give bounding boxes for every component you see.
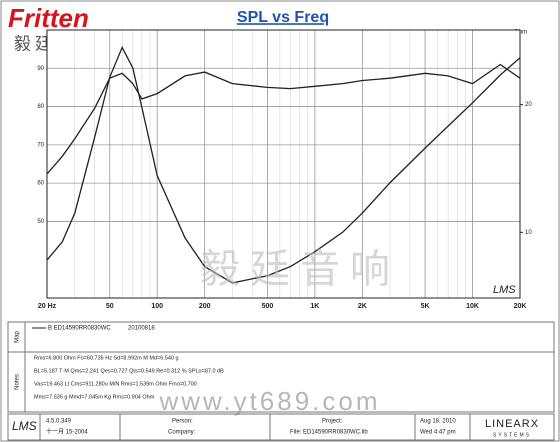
footer-vendor-sub: SYSTEMS <box>493 432 531 438</box>
footer-company: Company: <box>168 430 196 436</box>
plot-brand: LMS <box>493 284 516 296</box>
note-line: Mms=7.535 g Mmd=7.045m Kg Rms=0.904 Ohm <box>34 394 155 400</box>
note-line: BL=5.187 T·M Qms=2.241 Qes=0.727 Qts=0.5… <box>34 368 224 374</box>
side-label: Map <box>15 331 21 343</box>
watermark-chinese: 毅廷音响 <box>200 248 400 292</box>
plot-frame <box>46 29 521 299</box>
legend-date: 20100818 <box>128 326 155 332</box>
series-line <box>46 63 521 175</box>
footer-date2: Aug 18, 2010 <box>420 419 456 425</box>
notes-box <box>7 351 555 413</box>
footer-project: Project: <box>322 419 343 425</box>
y-tick-label: 90 <box>37 66 44 72</box>
x-tick-label: 20 Hz <box>38 303 57 310</box>
note-line: Rms=6.800 Ohm Fo=60.735 Hz Sd=8.992m M M… <box>34 355 179 361</box>
y2-axis-label: Ohm <box>514 30 527 36</box>
y-tick-label: 50 <box>37 219 44 225</box>
x-tick-label: 500 <box>262 303 274 310</box>
footer-person: Person: <box>172 419 193 425</box>
y2-tick-label: 20 <box>525 102 532 108</box>
x-tick-label: 5K <box>421 303 430 310</box>
x-tick-label: 10K <box>466 303 479 310</box>
footer-software: LMS <box>12 419 37 433</box>
footer-box <box>7 413 555 441</box>
y-tick-label: 80 <box>37 104 44 110</box>
x-tick-label: 100 <box>151 303 163 310</box>
x-tick-label: 2K <box>358 303 367 310</box>
footer-vendor: LINEARX <box>485 418 539 430</box>
x-tick-label: 200 <box>199 303 211 310</box>
footer-version: 4.5.0.349 <box>46 419 72 425</box>
logo-brand: Fritten <box>8 3 89 33</box>
note-line: Vas=19.463 Lt Cms=911.280u M/N Rms=1.539… <box>34 381 197 387</box>
y-tick-label: 60 <box>37 181 44 187</box>
x-tick-label: 1K <box>310 303 319 310</box>
footer-date: 十一月 15-2004 <box>46 428 88 436</box>
y2-tick-label: 10 <box>525 230 532 236</box>
watermark-url: www.yt689.com <box>158 386 380 416</box>
footer-file: File: ED14590RR0830WC.lib <box>290 430 368 436</box>
x-tick-label: 50 <box>106 303 114 310</box>
x-tick-label: 20K <box>514 303 527 310</box>
side-label: Notes <box>15 374 21 390</box>
y-tick-label: 70 <box>37 142 44 148</box>
footer-time: Wed 4:47 pm <box>420 430 456 436</box>
series-line <box>46 45 521 284</box>
legend-entry: B ED14590RR0830WC <box>48 326 111 332</box>
chart-title: SPL vs Freq <box>237 9 329 26</box>
